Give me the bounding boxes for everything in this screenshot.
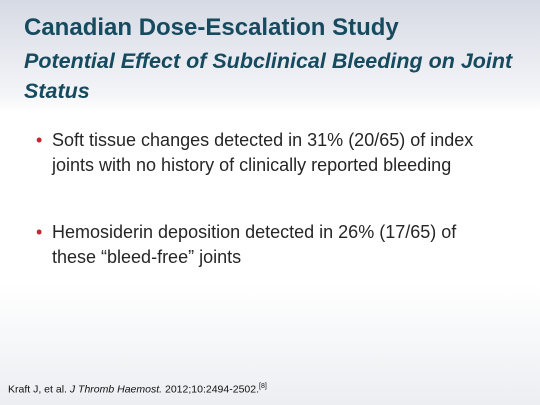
citation-details: 2012;10:2494-2502. [165,383,260,396]
subtitle: Potential Effect of Subclinical Bleeding… [24,49,513,103]
title: Canadian Dose-Escalation Study [24,14,399,41]
bullet: Soft tissue changes detected in 31% (20/… [36,128,482,178]
citation-ref: [8] [259,383,267,390]
citation-authors: Kraft J, et al. [8,383,67,396]
citation-journal: J Thromb Haemost. [69,383,163,396]
citation: Kraft J, et al. J Thromb Haemost. 2012;1… [8,383,267,396]
bullet: Hemosiderin deposition detected in 26% (… [36,220,482,270]
header-band [0,0,540,112]
